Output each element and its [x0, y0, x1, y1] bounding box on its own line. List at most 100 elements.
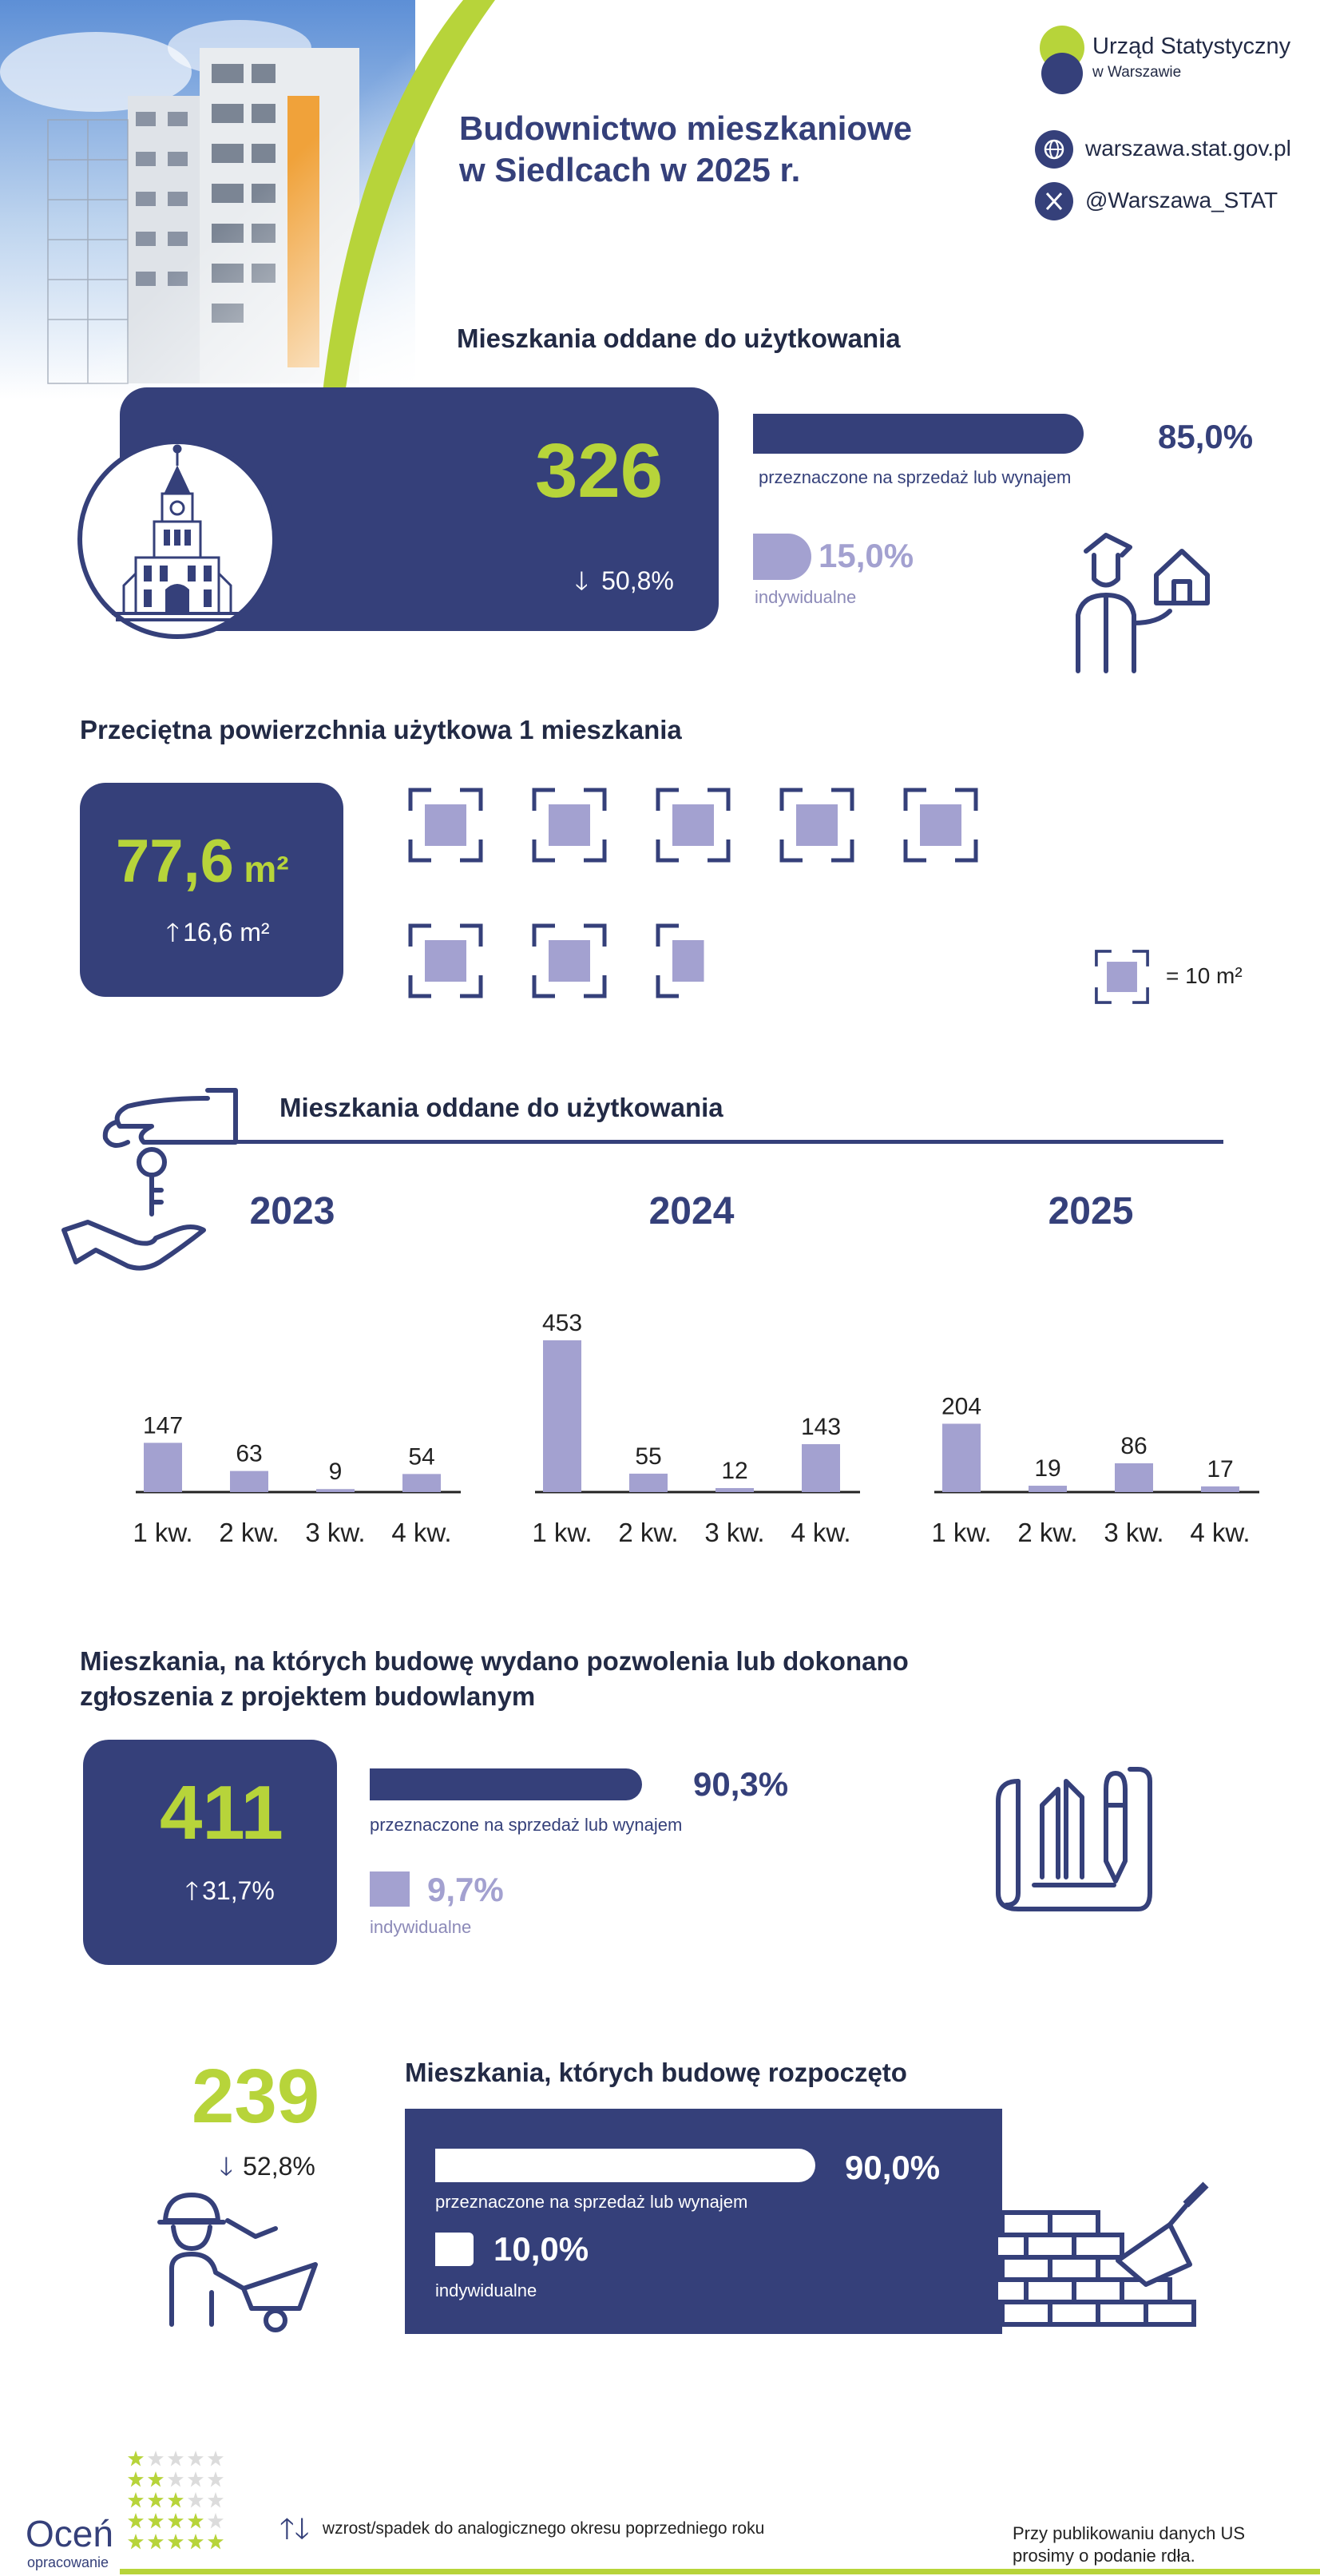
chart-category-label: 2 kw. — [1017, 1518, 1077, 1547]
section4-sale-pct: 90,3% — [693, 1765, 789, 1803]
section1-indiv-bar — [753, 534, 811, 580]
area-legend-text: = 10 m² — [1166, 963, 1243, 988]
chart-value-label: 204 — [941, 1393, 981, 1419]
arrow-up-icon: 🡑 — [185, 1876, 199, 1905]
section4-sale-bar — [370, 1768, 642, 1800]
chart-category-label: 1 kw. — [133, 1518, 192, 1547]
section1-change-value: 50,8% — [601, 566, 674, 595]
section3-rule-stub — [233, 1106, 237, 1142]
section4-change: 🡑 31,7% — [185, 1873, 275, 1916]
org-name: Urząd Statystyczny — [1092, 34, 1291, 59]
chart-value-label: 17 — [1207, 1456, 1233, 1482]
chart-value-label: 63 — [236, 1441, 262, 1467]
x-logo-icon — [1035, 182, 1073, 220]
chart-category-label: 4 kw. — [1190, 1518, 1250, 1547]
chart-value-label: 19 — [1034, 1455, 1060, 1482]
page-title-line2: w Siedlcach w 2025 r. — [459, 151, 801, 189]
footer-note-line2: prosimy o podanie rdła. — [1013, 2546, 1195, 2566]
rate-button[interactable]: Oceń opracowanie — [16, 2448, 256, 2576]
website-text: warszawa.stat.gov.pl — [1085, 136, 1291, 161]
section5-panel — [405, 2109, 1002, 2334]
area-square-icon — [407, 787, 484, 863]
page-title: Budownictwo mieszkaniowe w Siedlcach w 2… — [459, 108, 912, 191]
chart-bar — [715, 1487, 754, 1492]
section5-sale-label: przeznaczone na sprzedaż lub wynajem — [435, 2192, 748, 2212]
section5-indiv-pct: 10,0% — [494, 2230, 589, 2268]
section1-indiv-label: indywidualne — [755, 587, 857, 607]
section4-change-value: 31,7% — [202, 1876, 275, 1905]
section3-heading: Mieszkania oddane do użytkowania — [279, 1093, 723, 1122]
town-hall-icon — [77, 439, 277, 639]
year-label-2025: 2025 — [1048, 1190, 1134, 1232]
section1-value: 326 — [535, 428, 664, 514]
chart-bar — [316, 1489, 355, 1492]
section2-panel — [80, 783, 343, 997]
area-squares-grid — [407, 787, 1014, 1002]
section1-sale-bar — [753, 414, 1084, 454]
chart-value-label: 453 — [542, 1310, 582, 1336]
rate-sublabel: opracowanie — [27, 2554, 109, 2570]
chart-category-label: 3 kw. — [1104, 1518, 1163, 1547]
chart-category-label: 4 kw. — [391, 1518, 451, 1547]
chart-value-label: 9 — [329, 1459, 343, 1485]
section1-sale-label: przeznaczone na sprzedaż lub wynajem — [759, 467, 1072, 487]
logo-icon — [1040, 26, 1084, 94]
section2-value-number: 77,6 — [116, 828, 234, 895]
footer-accent-line — [120, 2569, 1320, 2574]
arrow-down-icon: 🡓 — [220, 2152, 233, 2181]
section4-panel — [83, 1740, 337, 1965]
chart-category-label: 2 kw. — [219, 1518, 279, 1547]
area-square-icon — [407, 923, 484, 999]
section2-heading: Przeciętna powierzchnia użytkowa 1 miesz… — [80, 715, 682, 744]
up-down-arrows-icon: 🡑🡓 — [279, 2512, 310, 2545]
chart-category-label: 2 kw. — [618, 1518, 678, 1547]
chart-value-label: 86 — [1120, 1433, 1147, 1459]
area-square-icon — [655, 787, 731, 863]
chart-bar — [1201, 1486, 1239, 1492]
chart-bar — [802, 1444, 840, 1492]
year-label-2023: 2023 — [250, 1190, 335, 1232]
chart-value-label: 55 — [635, 1443, 661, 1470]
section5-sale-pct: 90,0% — [845, 2149, 941, 2186]
chart-category-label: 1 kw. — [532, 1518, 592, 1547]
chart-value-label: 54 — [408, 1443, 434, 1470]
bricks-trowel-icon — [998, 2181, 1209, 2327]
chart-bar — [942, 1423, 981, 1492]
footer-note-line1: Przy publikowaniu danych US — [1013, 2523, 1246, 2543]
section4-value: 411 — [160, 1770, 283, 1856]
section1-indiv-pct: 15,0% — [819, 537, 914, 574]
section4-indiv-bar — [370, 1871, 410, 1907]
chart-category-label: 4 kw. — [791, 1518, 850, 1547]
chart-value-label: 12 — [721, 1458, 747, 1484]
chart-bar — [629, 1473, 668, 1492]
chart-bar — [1115, 1463, 1153, 1492]
quarterly-chart: 2023 147 1 kw. 63 2 kw. 9 3 kw. 54 4 kw. 2024 453 1… — [133, 1190, 1259, 1547]
section1-change: 🡓 50,8% — [575, 563, 674, 606]
footer-legend-text: wzrost/spadek do analogicznego okresu po… — [322, 2519, 765, 2538]
area-square-icon — [902, 787, 979, 863]
key-hand-icon — [61, 1088, 238, 1271]
footer-note: Przy publikowaniu danych US prosimy o po… — [1013, 2522, 1245, 2567]
section5-indiv-label: indywidualne — [435, 2280, 537, 2300]
globe-icon — [1035, 130, 1073, 169]
section2-change: 🡑 16,6 m² — [166, 915, 270, 958]
section2-value-unit: m² — [244, 848, 289, 890]
chart-bar — [144, 1443, 182, 1492]
section2-value: 77,6 m² — [116, 827, 289, 896]
area-square-icon — [531, 923, 608, 999]
section4-heading-line1: Mieszkania, na których budowę wydano poz… — [80, 1646, 909, 1676]
chart-bar — [1029, 1486, 1067, 1492]
section1-heading: Mieszkania oddane do użytkowania — [457, 323, 901, 353]
blueprint-icon — [996, 1767, 1152, 1911]
section3-rule — [233, 1140, 1223, 1144]
area-square-icon — [779, 787, 855, 863]
chart-category-label: 3 kw. — [305, 1518, 365, 1547]
chart-bar — [230, 1471, 268, 1492]
salesman-house-icon — [1076, 533, 1210, 673]
section4-heading: Mieszkania, na których budowę wydano poz… — [80, 1644, 909, 1714]
chart-value-label: 143 — [801, 1414, 841, 1440]
chart-category-label: 3 kw. — [704, 1518, 764, 1547]
arrow-up-icon: 🡑 — [166, 918, 180, 947]
section1-sale-pct: 85,0% — [1158, 418, 1254, 455]
section4-indiv-pct: 9,7% — [427, 1871, 504, 1908]
